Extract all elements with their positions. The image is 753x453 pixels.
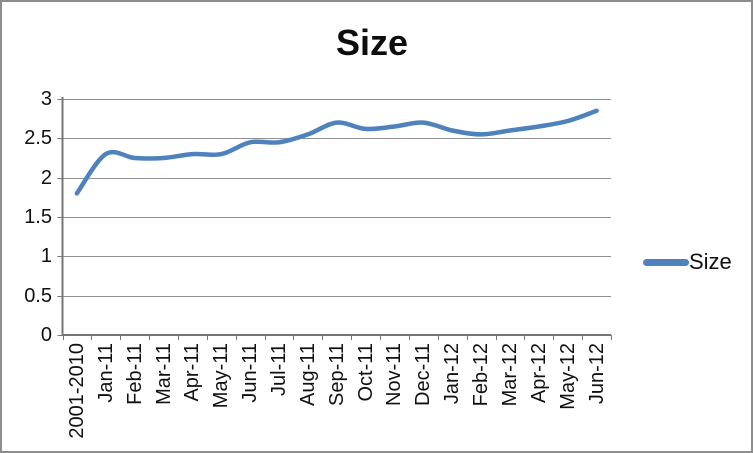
y-axis-label: 0.5: [24, 284, 52, 307]
legend-label: Size: [689, 249, 732, 274]
chart-title: Size: [335, 22, 409, 63]
x-axis-label: May-11: [210, 343, 233, 409]
x-axis-label: Jul-11: [268, 343, 290, 396]
x-axis-label: Mar-11: [152, 343, 175, 405]
y-axis-label: 3: [40, 88, 52, 110]
x-axis-label: Feb-11: [123, 343, 146, 405]
y-axis-label: 0: [40, 324, 52, 346]
x-axis-label: Aug-11: [296, 343, 319, 407]
x-axis-label: Jun-12: [585, 343, 608, 405]
x-axis-label: Feb-12: [470, 343, 493, 407]
x-axis-label: Oct-11: [354, 343, 377, 402]
y-axis-label: 1: [40, 245, 52, 268]
y-axis-label: 1.5: [24, 206, 52, 228]
x-axis-label: Dec-11: [412, 343, 435, 406]
x-axis-label: Jan-11: [94, 343, 117, 403]
x-axis-label: Jun-11: [239, 343, 262, 403]
x-axis-label: May-12: [556, 343, 579, 410]
x-axis-label: Sep-11: [325, 343, 348, 407]
x-axis-label: Apr-12: [527, 343, 550, 404]
legend: Size: [643, 249, 732, 275]
x-axis-label: Nov-11: [383, 343, 406, 406]
legend-line-marker-icon: [643, 258, 689, 266]
x-axis-label: Mar-12: [498, 343, 521, 407]
y-axis-label: 2: [40, 166, 52, 189]
x-axis-label: 2001-2010: [65, 343, 88, 439]
series-line-size: [74, 108, 599, 196]
y-axis-label: 2.5: [24, 127, 52, 150]
x-axis-label: Jan-12: [441, 343, 464, 405]
x-axis-label: Apr-11: [181, 343, 204, 402]
